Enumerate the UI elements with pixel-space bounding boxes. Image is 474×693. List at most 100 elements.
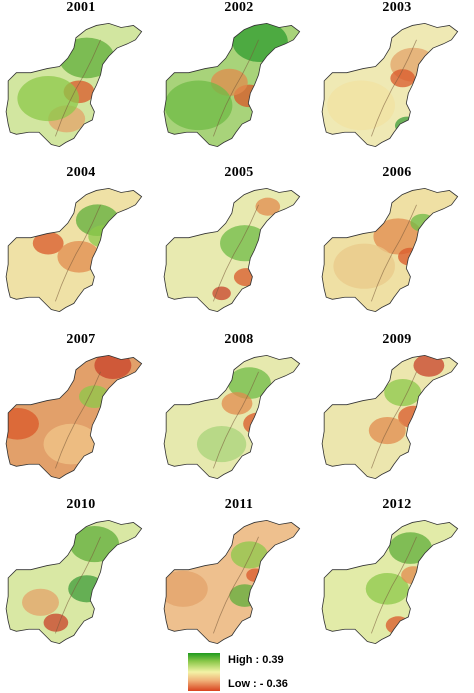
map-panel: 2005 (160, 165, 318, 330)
country-border (163, 22, 301, 148)
pakistan-map (5, 519, 143, 645)
map-panel: 2003 (318, 0, 474, 165)
map-anomaly-patch (43, 613, 69, 632)
panel-year-label: 2003 (382, 0, 412, 15)
map-anomaly-patch (233, 268, 259, 287)
map-anomaly-patch (255, 197, 281, 216)
country-border (163, 187, 301, 313)
map-anomaly-patch (17, 75, 79, 122)
map-anomaly-patch (164, 570, 208, 607)
map-panel: 2010 (2, 497, 160, 662)
country-border (5, 519, 143, 645)
river-line (213, 39, 259, 137)
country-border (321, 22, 459, 148)
map-panel: 2006 (318, 165, 474, 330)
map-panel: 2001 (2, 0, 160, 165)
map-anomaly-patch (229, 584, 261, 607)
pakistan-map (5, 354, 143, 480)
map-anomaly-patch (221, 392, 253, 415)
map-fill (322, 355, 458, 479)
river-line (55, 536, 101, 634)
river-line (213, 371, 259, 469)
legend: High : 0.39 Low : - 0.36 (188, 651, 418, 693)
map-anomaly-patch (243, 412, 274, 436)
panel-year-label: 2001 (66, 0, 96, 15)
panel-year-label: 2010 (66, 497, 96, 512)
map-anomaly-patch (401, 566, 426, 585)
panel-year-label: 2006 (382, 165, 412, 180)
river-line (371, 39, 417, 137)
map-anomaly-patch (388, 532, 432, 564)
panel-year-label: 2004 (66, 165, 96, 180)
map-fill (6, 355, 142, 479)
map-anomaly-patch (385, 616, 411, 635)
map-anomaly-patch (390, 69, 416, 88)
pakistan-map (5, 187, 143, 313)
country-border (321, 187, 459, 313)
map-anomaly-patch (333, 243, 395, 289)
panel-year-label: 2008 (224, 332, 254, 347)
country-border (321, 354, 459, 480)
country-border (163, 519, 301, 645)
map-anomaly-patch (227, 367, 271, 399)
map-anomaly-patch (57, 240, 101, 273)
map-anomaly-patch (220, 225, 270, 262)
map-anomaly-patch (413, 355, 445, 377)
map-anomaly-patch (365, 572, 409, 605)
pakistan-map (321, 187, 459, 313)
map-anomaly-patch (164, 80, 233, 131)
pakistan-map (163, 187, 301, 313)
map-anomaly-patch (384, 379, 422, 407)
map-panel: 2009 (318, 332, 474, 497)
panel-year-label: 2011 (224, 497, 254, 512)
river-line (213, 204, 259, 302)
map-panel: 2008 (160, 332, 318, 497)
panel-year-label: 2002 (224, 0, 254, 15)
map-panel: 2004 (2, 165, 160, 330)
pakistan-map (163, 354, 301, 480)
panel-year-label: 2009 (382, 332, 412, 347)
map-anomaly-patch (196, 426, 247, 463)
pakistan-map (321, 354, 459, 480)
map-anomaly-patch (398, 247, 423, 266)
pakistan-map (321, 22, 459, 148)
country-border (5, 354, 143, 480)
country-border (321, 519, 459, 645)
river-line (55, 371, 101, 469)
river-line (371, 536, 417, 634)
country-border (5, 187, 143, 313)
pakistan-map (321, 519, 459, 645)
river-line (371, 204, 417, 302)
river-line (213, 536, 259, 634)
map-anomaly-patch (79, 385, 110, 408)
river-line (55, 204, 101, 302)
map-panel: 2011 (160, 497, 318, 662)
map-panel: 2012 (318, 497, 474, 662)
legend-high-label: High : 0.39 (228, 654, 284, 666)
map-anomaly-patch (22, 588, 59, 616)
map-anomaly-patch (58, 37, 115, 79)
pakistan-map (5, 22, 143, 148)
pakistan-map (163, 519, 301, 645)
river-line (371, 371, 417, 469)
panel-year-label: 2005 (224, 165, 254, 180)
panel-year-label: 2012 (382, 497, 412, 512)
map-anomaly-patch (68, 575, 106, 603)
map-anomaly-patch (410, 213, 436, 232)
map-anomaly-patch (32, 231, 64, 255)
map-anomaly-patch (373, 218, 423, 255)
country-border (163, 354, 301, 480)
map-panel: 2002 (160, 0, 318, 165)
map-anomaly-patch (43, 423, 100, 465)
map-panel: 2007 (2, 332, 160, 497)
map-anomaly-patch (94, 355, 132, 380)
country-border (5, 22, 143, 148)
map-anomaly-patch (212, 286, 231, 301)
legend-low-label: Low : - 0.36 (228, 678, 288, 690)
legend-color-ramp (188, 653, 220, 691)
map-anomaly-patch (327, 80, 395, 131)
river-line (55, 39, 101, 137)
panel-year-label: 2007 (66, 332, 96, 347)
map-anomaly-patch (230, 541, 268, 569)
